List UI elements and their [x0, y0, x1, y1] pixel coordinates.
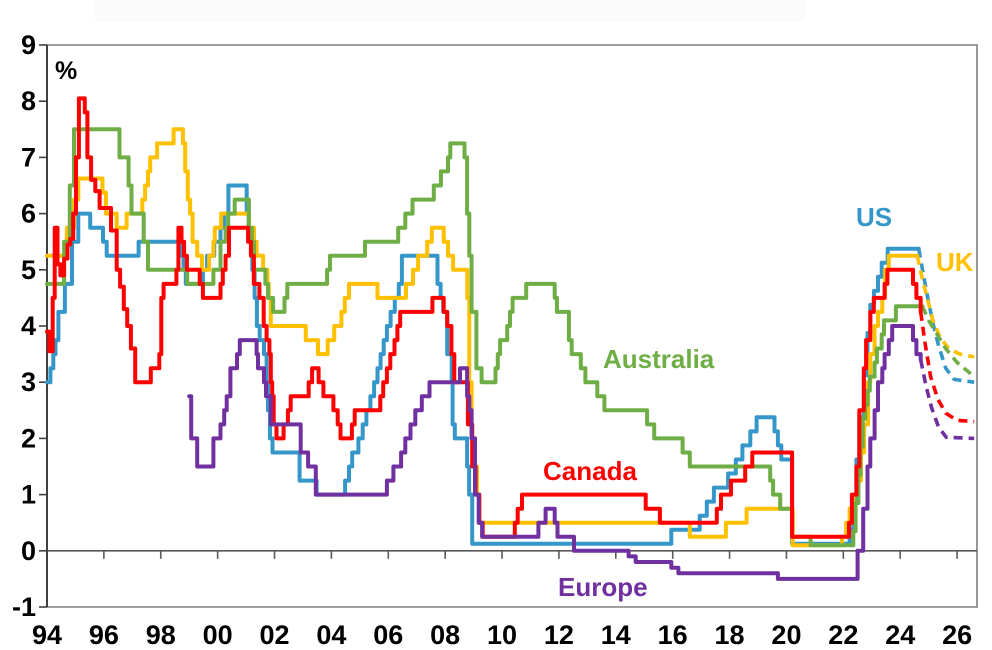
y-tick-label: 1: [21, 480, 36, 510]
x-tick-label: 18: [715, 620, 745, 650]
series-label-australia: Australia: [603, 344, 715, 374]
x-tick-label: 10: [487, 620, 517, 650]
top-smudge: [95, 0, 805, 22]
y-tick-label: 6: [21, 199, 36, 229]
series-label-canada: Canada: [543, 456, 637, 486]
series-forecast-line-europe: [918, 359, 975, 441]
y-tick-label: 9: [21, 30, 36, 60]
series-label-us: US: [856, 202, 892, 232]
x-tick-label: 12: [544, 620, 574, 650]
series-forecast-line-uk: [915, 255, 975, 359]
y-tick-label: -1: [12, 592, 36, 622]
x-tick-label: 08: [430, 620, 460, 650]
x-tick-label: 96: [89, 620, 119, 650]
series-forecast-line-canada: [918, 311, 975, 424]
y-tick-label: 8: [21, 86, 36, 116]
x-tick-label: 24: [885, 620, 915, 650]
x-tick-label: 14: [601, 620, 631, 650]
plot-frame: [47, 44, 978, 608]
x-tick-label: 16: [658, 620, 688, 650]
y-axis-unit-label: %: [55, 57, 77, 85]
x-tick-label: 22: [828, 620, 858, 650]
x-tick-label: 26: [942, 620, 972, 650]
y-tick-label: 7: [21, 142, 36, 172]
x-tick-label: 20: [771, 620, 801, 650]
series-line-australia: [45, 127, 925, 548]
y-tick-label: 4: [21, 311, 36, 341]
series-line-europe: [187, 324, 923, 581]
y-tick-label: 0: [21, 536, 36, 566]
series-line-canada: [45, 96, 923, 539]
x-tick-label: 02: [259, 620, 289, 650]
y-tick-label: 5: [21, 255, 36, 285]
series-label-uk: UK: [936, 247, 974, 277]
x-tick-label: 94: [32, 620, 62, 650]
y-tick-label: 2: [21, 423, 36, 453]
x-tick-label: 04: [316, 620, 346, 650]
x-tick-label: 00: [203, 620, 233, 650]
x-tick-label: 06: [373, 620, 403, 650]
series-label-europe: Europe: [558, 572, 648, 602]
series-line-uk: [45, 127, 920, 548]
x-tick-label: 98: [146, 620, 176, 650]
y-tick-label: 3: [21, 367, 36, 397]
